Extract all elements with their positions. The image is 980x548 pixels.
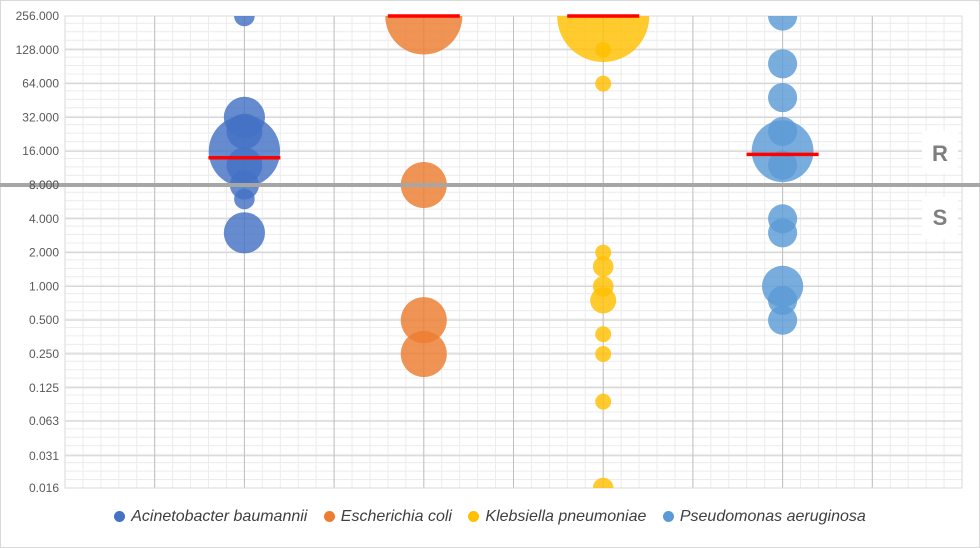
y-tick-label: 64.000: [22, 77, 59, 91]
bubble-acinetobacter: [234, 188, 255, 210]
bubble-klebsiella: [592, 256, 614, 277]
bubble-acinetobacter: [226, 113, 263, 150]
legend-item-pseudomonas: Pseudomonas aeruginosa: [662, 508, 866, 526]
y-tick-label: 128.000: [16, 43, 60, 57]
bubble-escherichia: [400, 330, 447, 378]
legend-item-klebsiella: Klebsiella pneumoniae: [468, 508, 646, 526]
bubbles: [208, 16, 814, 488]
bubble-klebsiella: [595, 393, 612, 410]
bubble-klebsiella: [592, 477, 614, 488]
bubble-escherichia: [400, 297, 447, 344]
bubble-klebsiella: [595, 326, 612, 343]
legend-item-escherichia: Escherichia coli: [323, 508, 452, 526]
bubble-klebsiella: [595, 345, 612, 362]
y-tick-label: 32.000: [22, 110, 59, 124]
legend-marker: [114, 511, 126, 522]
legend-label: Pseudomonas aeruginosa: [679, 508, 866, 525]
bubble-klebsiella: [595, 75, 612, 92]
y-tick-label: 16.000: [22, 144, 59, 158]
legend-marker: [468, 511, 480, 522]
gridlines: [64, 15, 963, 489]
bubble-klebsiella: [595, 41, 612, 58]
bubble-acinetobacter: [223, 212, 265, 254]
bubble-klebsiella: [595, 244, 612, 261]
bubble-pseudomonas: [768, 83, 798, 113]
y-tick-label: 0.500: [29, 313, 59, 327]
legend-marker: [662, 511, 674, 522]
legend-label: Klebsiella pneumoniae: [485, 508, 647, 525]
legend-marker: [323, 511, 335, 522]
legend-item-acinetobacter: Acinetobacter baumannii: [114, 508, 307, 526]
y-tick-label: 0.063: [29, 414, 59, 428]
bubble-pseudomonas: [768, 116, 798, 146]
zone-label-bg: [922, 196, 958, 239]
bubble-pseudomonas: [768, 150, 798, 180]
plot-area-border: [64, 15, 963, 489]
y-tick-label: 1.000: [29, 279, 59, 293]
bubble-pseudomonas: [768, 16, 798, 31]
zone-label-bg: [922, 130, 958, 173]
y-tick-label: 0.016: [29, 481, 59, 495]
legend: Acinetobacter baumannii Escherichia coli…: [0, 508, 980, 526]
resistant-zone-label: R: [932, 141, 948, 166]
y-tick-label: 2.000: [29, 246, 59, 260]
y-tick-label: 0.125: [29, 381, 59, 395]
bubble-pseudomonas: [768, 305, 798, 335]
legend-label: Escherichia coli: [340, 508, 452, 525]
y-tick-label: 256.000: [16, 9, 60, 23]
bubble-klebsiella: [592, 276, 614, 297]
bubble-klebsiella: [557, 16, 650, 63]
bubble-pseudomonas: [768, 49, 798, 79]
bubble-escherichia: [385, 16, 463, 55]
y-tick-label: 0.250: [29, 347, 59, 361]
bubble-acinetobacter: [234, 16, 255, 27]
legend-label: Acinetobacter baumannii: [131, 508, 308, 525]
y-tick-label: 4.000: [29, 212, 59, 226]
susceptible-zone-label: S: [933, 205, 948, 230]
y-tick-label: 0.031: [29, 449, 59, 463]
bubble-pseudomonas: [768, 218, 798, 248]
y-tick-label-breakpoint: 8.000: [29, 178, 59, 192]
